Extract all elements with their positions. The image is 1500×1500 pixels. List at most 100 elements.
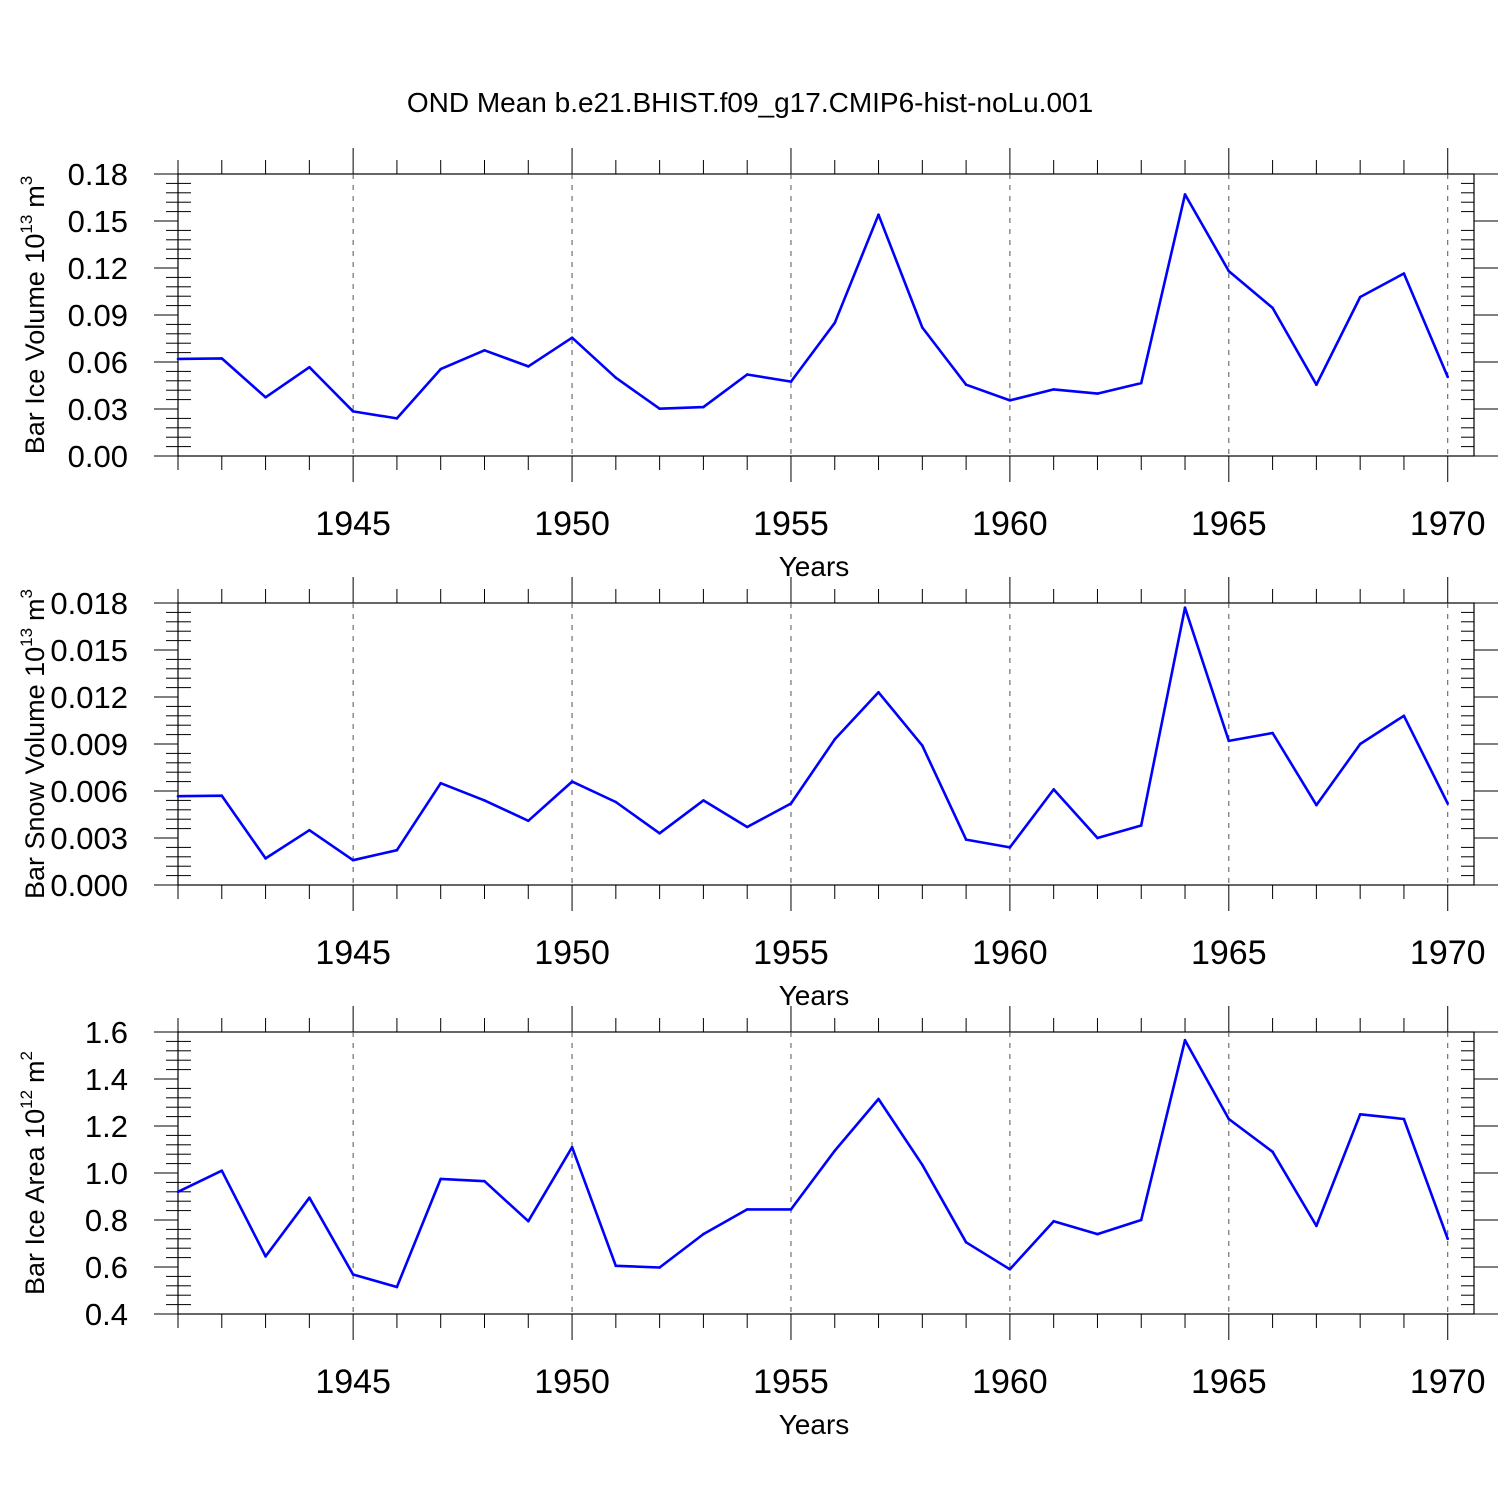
x-axis-label: Years — [779, 980, 850, 1011]
y-axis-label: Bar Ice Area 1012 m2 — [17, 1051, 50, 1295]
y-tick-label: 1.0 — [85, 1156, 128, 1191]
y-axis-label-exponent: 12 — [17, 1090, 36, 1109]
data-series-line — [177, 606, 1449, 862]
data-point — [1183, 1038, 1187, 1042]
data-point — [570, 1145, 574, 1149]
data-point — [527, 1219, 530, 1223]
data-point — [1315, 383, 1318, 387]
data-point — [1358, 1113, 1362, 1116]
data-point — [439, 781, 443, 785]
data-point — [1139, 1218, 1143, 1222]
data-point — [1139, 824, 1143, 827]
y-axis-label-unit: m — [20, 185, 50, 208]
data-point — [658, 407, 661, 411]
data-point — [1227, 269, 1231, 273]
data-point — [614, 800, 618, 804]
y-tick-label: 0.015 — [50, 633, 128, 668]
x-tick-label: 1960 — [972, 505, 1048, 543]
y-tick-label: 0.018 — [50, 586, 128, 621]
data-point — [877, 1097, 880, 1101]
data-point — [1315, 803, 1318, 807]
x-tick-label: 1970 — [1410, 1363, 1486, 1401]
data-point — [1446, 1237, 1449, 1241]
data-point — [964, 838, 968, 841]
data-point — [351, 410, 355, 413]
data-point — [439, 367, 443, 371]
x-tick-label: 1960 — [972, 934, 1048, 972]
data-point — [745, 373, 749, 376]
data-point — [264, 396, 267, 399]
x-tick-label: 1965 — [1191, 934, 1267, 972]
data-point — [483, 1179, 486, 1183]
data-point — [1052, 788, 1055, 791]
data-point — [1446, 375, 1449, 379]
data-point — [351, 1273, 355, 1276]
data-point — [1052, 1219, 1055, 1223]
data-point — [1096, 1232, 1099, 1236]
data-point — [789, 802, 793, 805]
y-axis-label-text: Bar Ice Area 10 — [20, 1109, 50, 1295]
x-tick-label: 1950 — [534, 505, 610, 543]
y-tick-label: 1.2 — [85, 1109, 128, 1144]
data-point — [658, 1266, 661, 1269]
x-tick-label: 1950 — [534, 934, 610, 972]
x-tick-label: 1970 — [1410, 934, 1486, 972]
x-tick-label: 1970 — [1410, 505, 1486, 543]
y-tick-label: 0.000 — [50, 868, 128, 903]
x-tick-label: 1945 — [315, 505, 391, 543]
chart-panel-1: 0.00 0.03 0.06 0.09 0.12 0.15 0.18 1945 1950 1955… — [17, 148, 1498, 582]
data-point — [702, 1232, 705, 1236]
data-point — [1008, 399, 1012, 402]
data-point — [789, 1208, 793, 1211]
data-point — [1183, 606, 1187, 609]
data-point — [702, 799, 705, 802]
data-point — [658, 832, 661, 835]
data-point — [395, 417, 399, 420]
data-point — [176, 794, 180, 798]
data-point — [176, 357, 180, 361]
data-point — [220, 794, 224, 797]
data-point — [1271, 306, 1274, 310]
chart-panel-3: 0.4 0.6 0.8 1.0 1.2 1.4 1.6 1945 1950 1955 1960 196… — [17, 1006, 1498, 1440]
data-point — [877, 691, 880, 694]
y-axis-label-exponent: 13 — [17, 215, 36, 234]
y-tick-label: 0.09 — [68, 298, 128, 333]
data-point — [702, 405, 705, 409]
data-series-line — [177, 1038, 1449, 1289]
data-point — [220, 1169, 224, 1172]
y-axis-label-unit-exponent: 2 — [17, 1051, 36, 1060]
data-point — [921, 744, 924, 747]
y-tick-label: 1.6 — [85, 1015, 128, 1050]
chart-title: OND Mean b.e21.BHIST.f09_g17.CMIP6-hist-… — [407, 87, 1093, 118]
y-tick-label: 0.15 — [68, 204, 128, 239]
data-point — [1402, 272, 1406, 275]
y-axis-label-unit-exponent: 3 — [17, 176, 36, 185]
data-point — [570, 780, 574, 783]
y-tick-label: 0.009 — [50, 727, 128, 762]
data-point — [614, 1264, 618, 1268]
x-tick-label: 1960 — [972, 1363, 1048, 1401]
y-axis-label-exponent: 13 — [17, 628, 36, 647]
y-tick-label: 1.4 — [85, 1062, 128, 1097]
y-axis-label-unit: m — [20, 598, 50, 621]
data-point — [1008, 846, 1012, 849]
y-tick-label: 0.6 — [85, 1250, 128, 1285]
data-point — [527, 365, 530, 368]
data-point — [483, 349, 486, 352]
y-axis-label-text: Bar Snow Volume 10 — [20, 647, 50, 899]
data-point — [745, 1208, 749, 1211]
plot-frame — [177, 1031, 1475, 1315]
y-tick-label: 0.18 — [68, 157, 128, 192]
data-point — [877, 213, 880, 216]
y-tick-label: 0.12 — [68, 251, 128, 286]
data-point — [1096, 836, 1099, 840]
data-point — [1139, 381, 1143, 385]
x-axis-label: Years — [779, 1409, 850, 1440]
data-point — [833, 321, 837, 325]
data-point — [308, 828, 311, 832]
data-point — [833, 1149, 837, 1152]
x-tick-label: 1945 — [315, 1363, 391, 1401]
x-tick-label: 1965 — [1191, 505, 1267, 543]
x-tick-label: 1965 — [1191, 1363, 1267, 1401]
